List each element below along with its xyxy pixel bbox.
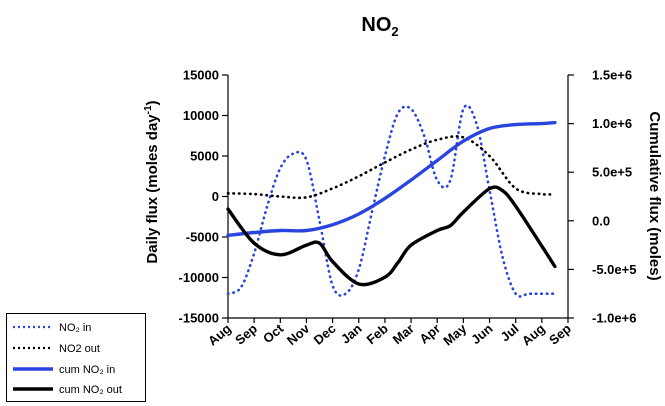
x-tick-label: May — [440, 320, 470, 348]
y-axis-left-label-end: ) — [144, 100, 161, 105]
series-no2-in-line — [226, 104, 557, 298]
x-tick-label: Jan — [338, 321, 365, 347]
y-axis-right-label: Cumulative flux (moles) — [646, 111, 663, 280]
x-tick-label: Sep — [232, 321, 260, 348]
x-tick-label: Dec — [311, 321, 339, 348]
x-tick-label: Aug — [519, 321, 548, 349]
x-tick-label: Sep — [546, 321, 574, 348]
y-left-tick-label: -10000 — [179, 270, 219, 285]
legend-item-cum-no2-out: cum NO₂ out — [13, 384, 122, 396]
y-right-tick-label: -5.0e+5 — [592, 262, 636, 277]
x-tick-label: Jul — [498, 321, 522, 345]
svg-text:NO₂ in: NO₂ in — [59, 322, 91, 334]
y-left-tick-label: 5000 — [190, 149, 219, 164]
y-right-tick-label: 1.0e+6 — [592, 116, 632, 131]
series-no2-out-line — [226, 135, 557, 200]
plot-area: 15000 10000 5000 0 -5000 -10000 -15000 1.5e+6 1.… — [179, 68, 637, 349]
x-tick-label: Jun — [468, 321, 495, 347]
x-tick-label: Oct — [260, 320, 287, 346]
y-right-tick-label: 5.0e+5 — [592, 165, 632, 180]
series-cum-no2-out-line — [226, 185, 557, 287]
chart-title: NO2 — [361, 14, 398, 39]
legend-item-no2-out: NO2 out — [13, 343, 100, 355]
y-right-tick-label: 1.5e+6 — [592, 68, 632, 83]
svg-text:cum NO₂ out: cum NO₂ out — [59, 384, 122, 396]
legend: NO₂ in NO2 out cum NO₂ in cum NO₂ out — [6, 313, 146, 402]
y-left-tick-label: 15000 — [183, 68, 219, 83]
x-tick-label: Apr — [416, 321, 443, 347]
x-tick-label: Mar — [390, 321, 417, 347]
svg-text:NO2 out: NO2 out — [59, 343, 100, 355]
y-left-tick-label: 0 — [212, 189, 219, 204]
svg-text:cum NO₂ in: cum NO₂ in — [59, 364, 115, 376]
legend-item-no2-in: NO₂ in — [13, 322, 91, 334]
chart-title-subscript: 2 — [391, 24, 398, 39]
y-axis-left-label: Daily flux (moles day-1) — [143, 100, 161, 263]
x-tick-label: Nov — [284, 320, 313, 348]
y-right-tick-label: 0.0 — [592, 213, 610, 228]
series-cum-no2-in-line — [226, 120, 557, 238]
y-left-tick-label: 10000 — [183, 108, 219, 123]
y-left-tick-label: -15000 — [179, 311, 219, 326]
x-tick-label: Feb — [363, 321, 390, 347]
legend-item-cum-no2-in: cum NO₂ in — [13, 364, 115, 376]
y-axis-left-label-superscript: -1 — [143, 105, 154, 114]
y-left-tick-label: -5000 — [186, 230, 219, 245]
y-right-tick-label: -1.0e+6 — [592, 311, 636, 326]
